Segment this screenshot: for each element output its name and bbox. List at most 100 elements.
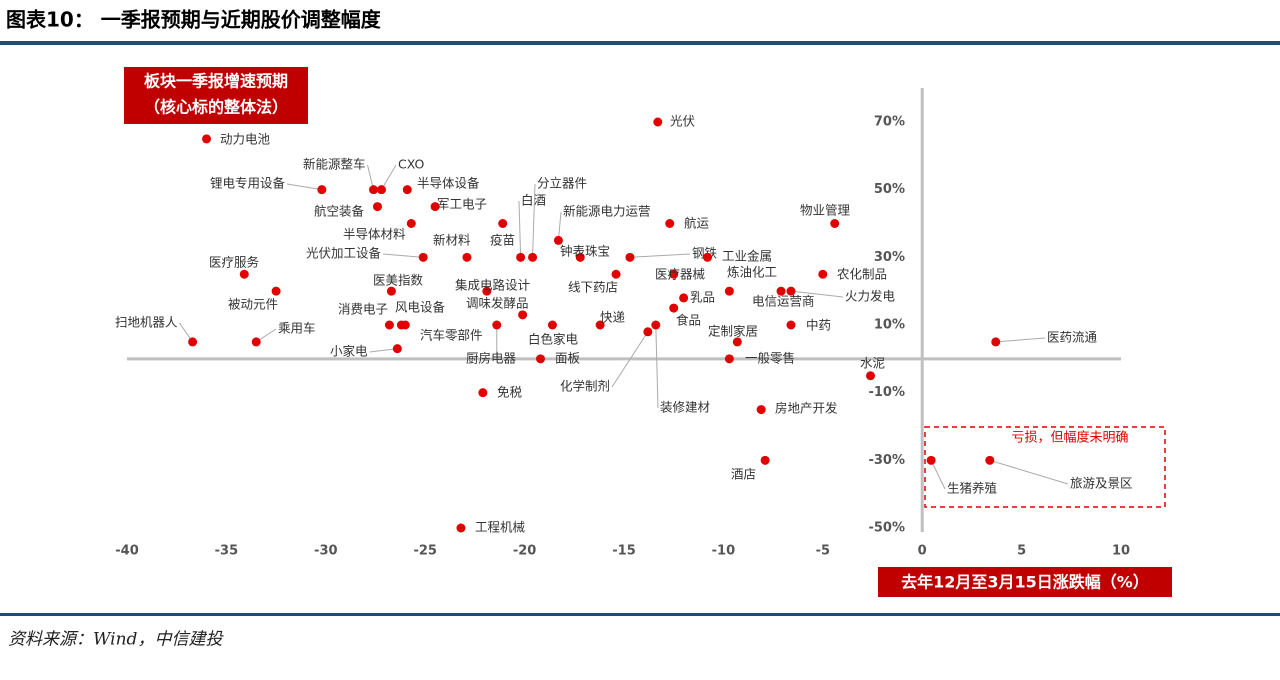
leader-line	[629, 253, 691, 258]
point-label: 生猪养殖	[947, 481, 997, 496]
x-tick-label: 10	[1112, 544, 1130, 559]
leader-line	[611, 331, 649, 388]
point-label: CXO	[398, 157, 424, 172]
x-tick-label: -25	[413, 544, 437, 559]
point	[406, 219, 416, 228]
point	[376, 185, 386, 195]
point	[651, 320, 661, 330]
x-tick-label: -40	[115, 544, 139, 559]
point	[372, 202, 382, 212]
leader-line	[790, 290, 844, 298]
point	[665, 219, 675, 228]
point	[386, 286, 396, 296]
point-label: 新能源电力运营	[563, 204, 651, 219]
source: 资料来源：Wind，中信建投	[8, 630, 224, 650]
point-label: 新材料	[433, 233, 471, 248]
point	[536, 354, 546, 364]
y-tick-label: -10%	[868, 385, 905, 400]
point	[702, 252, 712, 262]
point	[202, 134, 212, 144]
point-label: 化学制剂	[560, 379, 610, 394]
point	[732, 337, 742, 347]
point-label: 酒店	[731, 467, 756, 482]
point	[547, 320, 557, 330]
point-label: 工业金属	[722, 249, 772, 264]
point-label: 白色家电	[528, 332, 579, 347]
point-label: 农化制品	[837, 267, 887, 282]
point	[985, 455, 995, 465]
x-tick-label: -35	[215, 544, 239, 559]
point-label: 被动元件	[228, 297, 278, 312]
point	[418, 252, 428, 262]
point-label: 调味发酵品	[466, 296, 529, 311]
point-label: 物业管理	[800, 203, 851, 218]
point-label: 工程机械	[475, 520, 526, 535]
point-label: 食品	[676, 313, 701, 328]
point	[456, 523, 466, 533]
point	[830, 219, 840, 228]
point	[239, 269, 249, 279]
point-label: 厨房电器	[466, 351, 517, 366]
point	[430, 202, 440, 212]
note-box	[924, 426, 1166, 508]
leader-line	[532, 183, 536, 258]
point-label: 光伏加工设备	[306, 246, 382, 261]
x-label-box	[878, 567, 1172, 597]
leader-line	[655, 324, 659, 409]
y-tick-label: 50%	[874, 182, 905, 197]
point	[553, 235, 563, 245]
page-title: 图表10： 一季报预期与近期股价调整幅度	[6, 8, 382, 32]
point	[643, 327, 653, 337]
point-label: 定制家居	[708, 324, 758, 339]
point	[402, 185, 412, 195]
point	[317, 185, 327, 195]
point	[595, 320, 605, 330]
point-label: 中药	[806, 318, 831, 333]
point	[478, 388, 488, 398]
point-label: 半导体材料	[343, 227, 406, 242]
point	[776, 286, 786, 296]
point	[756, 405, 766, 415]
point	[724, 354, 734, 364]
x-tick-label: -5	[816, 544, 830, 559]
point-label: 航空装备	[314, 204, 365, 219]
point-label: 面板	[555, 351, 581, 366]
point-label: 炼油化工	[727, 265, 777, 280]
point	[575, 252, 585, 262]
point-label: 小家电	[330, 344, 368, 359]
point	[926, 455, 936, 465]
point-label: 医疗服务	[209, 255, 259, 270]
point	[251, 337, 261, 347]
point-label: 火力发电	[845, 289, 896, 304]
point-label: 医药流通	[1047, 330, 1098, 345]
y-tick-label: -30%	[868, 453, 905, 468]
point	[462, 252, 472, 262]
leader-line	[382, 253, 424, 258]
point-label: 航运	[684, 216, 710, 231]
x-label: 去年12月至3月15日涨跌幅（%）	[901, 573, 1149, 592]
point	[818, 269, 828, 279]
point-label: 扫地机器人	[115, 315, 178, 330]
y-tick-label: -50%	[868, 521, 905, 536]
point-label: 免税	[497, 385, 523, 400]
leader-line	[930, 460, 946, 490]
x-tick-label: -30	[314, 544, 338, 559]
point	[492, 320, 502, 330]
point	[786, 286, 796, 296]
point	[369, 185, 379, 195]
y-box-line: （核心标的整体法）	[144, 98, 288, 117]
x-tick-label: -10	[712, 544, 736, 559]
point-label: 乳品	[690, 290, 715, 305]
point-label: 分立器件	[537, 176, 587, 191]
leader-line	[369, 348, 398, 353]
point-label: 半导体设备	[417, 176, 480, 191]
y-tick-label: 10%	[874, 318, 905, 333]
point	[760, 455, 770, 465]
point-label: 风电设备	[395, 300, 446, 315]
header-rule	[0, 41, 1280, 45]
leader-line	[381, 164, 397, 190]
point	[498, 219, 508, 228]
point-label: 军工电子	[437, 197, 487, 212]
